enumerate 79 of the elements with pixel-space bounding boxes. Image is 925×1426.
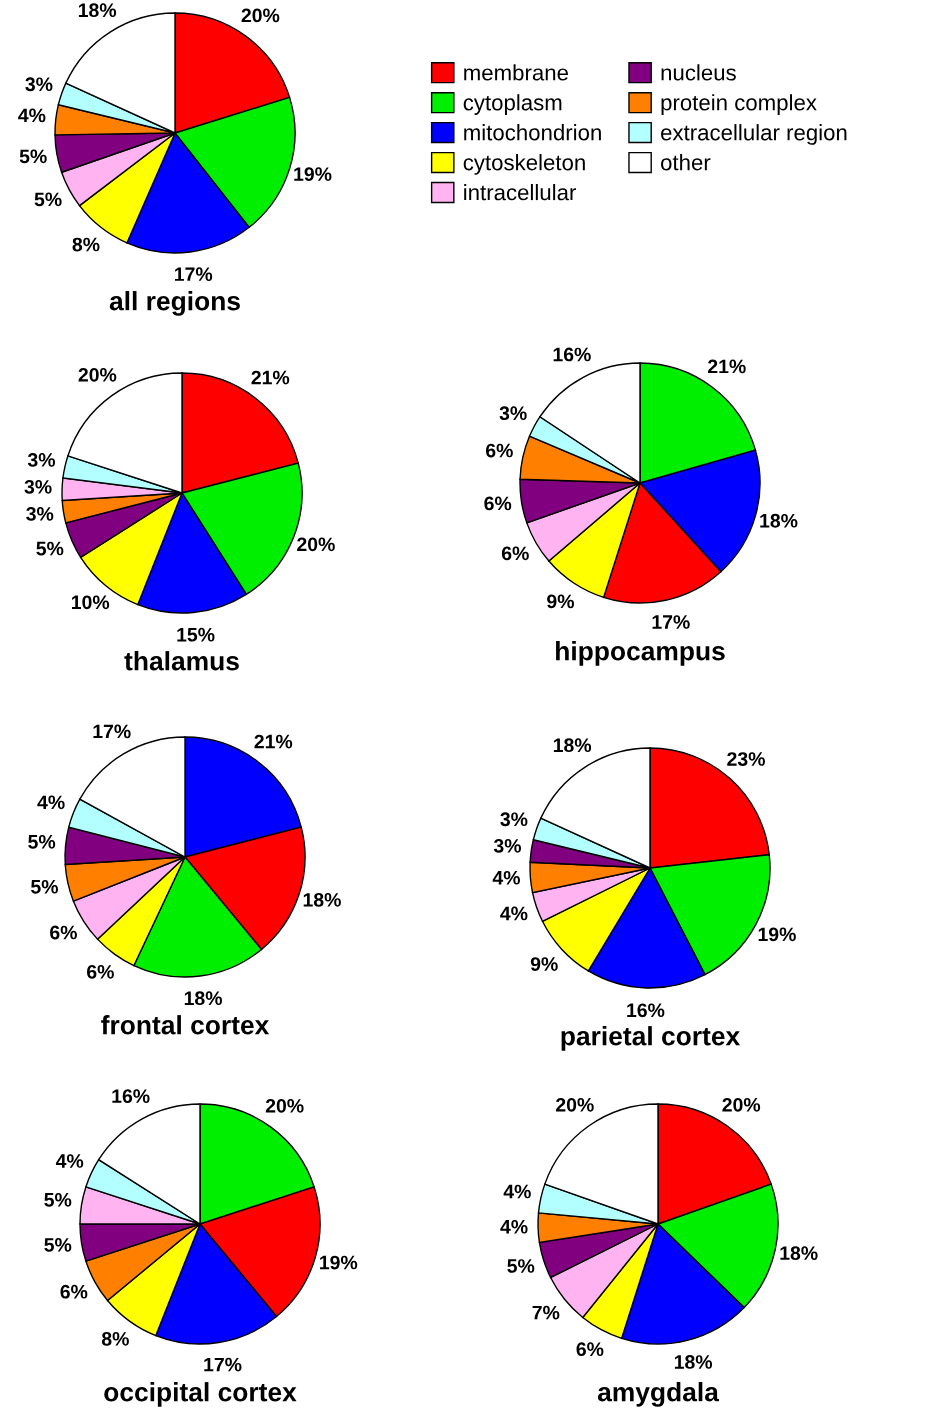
data-label: 20% <box>556 1097 594 1112</box>
data-label: 17% <box>204 1357 242 1372</box>
data-label: 19% <box>294 167 332 181</box>
legend-label: cytoplasm <box>463 94 562 115</box>
data-label: 9% <box>530 957 558 971</box>
legend-label: nucleus <box>661 64 736 81</box>
data-label: 6% <box>60 1284 88 1299</box>
data-label: 6% <box>485 443 513 458</box>
data-label: 17% <box>175 267 213 282</box>
data-label: 21% <box>254 734 293 749</box>
legend-label: membrane <box>464 64 568 81</box>
data-label: 20% <box>241 8 280 23</box>
legend-label: other <box>661 154 711 171</box>
data-label: 21% <box>708 359 746 374</box>
data-label: 6% <box>576 1342 604 1357</box>
text: hippocampus <box>556 641 725 666</box>
text: occipital cortex <box>104 1382 297 1407</box>
text: frontal cortex <box>101 1015 270 1035</box>
text: amygdala <box>597 1382 720 1407</box>
data-label: 15% <box>177 627 215 642</box>
data-label: 16% <box>627 1003 665 1018</box>
data-label: 8% <box>72 237 100 252</box>
data-label: 18% <box>303 892 341 907</box>
data-label: 10% <box>71 595 110 610</box>
data-label: 23% <box>727 752 765 766</box>
data-label: 3% <box>499 406 527 421</box>
data-label: 4% <box>492 870 520 885</box>
data-label: 5% <box>44 1238 72 1252</box>
data-label: 3% <box>27 453 56 467</box>
data-label: 4% <box>503 1184 531 1199</box>
data-label: 4% <box>18 108 46 123</box>
text: thalamus <box>124 651 239 671</box>
data-label: 21% <box>251 370 290 385</box>
data-label: 5% <box>507 1259 535 1273</box>
data-label: 3% <box>26 506 54 521</box>
data-label: 18% <box>760 513 798 528</box>
data-label: 20% <box>265 1098 304 1113</box>
legend-label: protein complex <box>661 94 817 115</box>
data-label: 6% <box>50 925 77 940</box>
data-label: 3% <box>24 479 52 494</box>
data-label: 18% <box>184 991 222 1006</box>
data-label: 20% <box>78 367 117 382</box>
data-label: 6% <box>87 964 114 979</box>
data-label: 18% <box>674 1355 713 1369</box>
data-label: 3% <box>493 838 522 853</box>
data-label: 19% <box>320 1255 358 1270</box>
data-label: 16% <box>553 347 591 362</box>
data-label: 16% <box>112 1089 150 1104</box>
text: parietal cortex <box>561 1026 741 1051</box>
data-label: 8% <box>101 1331 129 1346</box>
data-label: 5% <box>31 879 59 894</box>
data-label: 19% <box>758 927 796 942</box>
data-label: 17% <box>652 615 690 629</box>
data-label: 4% <box>500 906 528 921</box>
legend-label: cytoskeleton <box>463 154 585 175</box>
data-label: 6% <box>484 496 512 511</box>
data-label: 5% <box>36 541 64 556</box>
data-label: 3% <box>25 77 53 92</box>
data-label: 6% <box>501 546 529 561</box>
data-label: 18% <box>78 3 117 18</box>
legend-label: mitochondrion <box>464 124 601 141</box>
legend-label: extracellular region <box>661 124 847 145</box>
data-label: 20% <box>297 537 335 552</box>
data-label: 7% <box>532 1305 560 1320</box>
data-label: 5% <box>44 1192 72 1207</box>
data-label: 5% <box>19 149 47 164</box>
data-label: 18% <box>553 738 592 753</box>
data-label: 4% <box>500 1219 528 1234</box>
data-label: 4% <box>55 1154 84 1168</box>
legend-label: intracellular <box>464 184 576 201</box>
data-label: 5% <box>34 192 62 207</box>
data-label: 3% <box>500 812 528 827</box>
data-label: 9% <box>547 594 574 609</box>
data-label: 17% <box>93 724 131 739</box>
data-label: 5% <box>28 834 56 849</box>
data-label: 20% <box>722 1097 761 1112</box>
data-label: 4% <box>37 795 65 810</box>
data-label: 18% <box>780 1246 818 1261</box>
text: all regions <box>109 291 240 316</box>
